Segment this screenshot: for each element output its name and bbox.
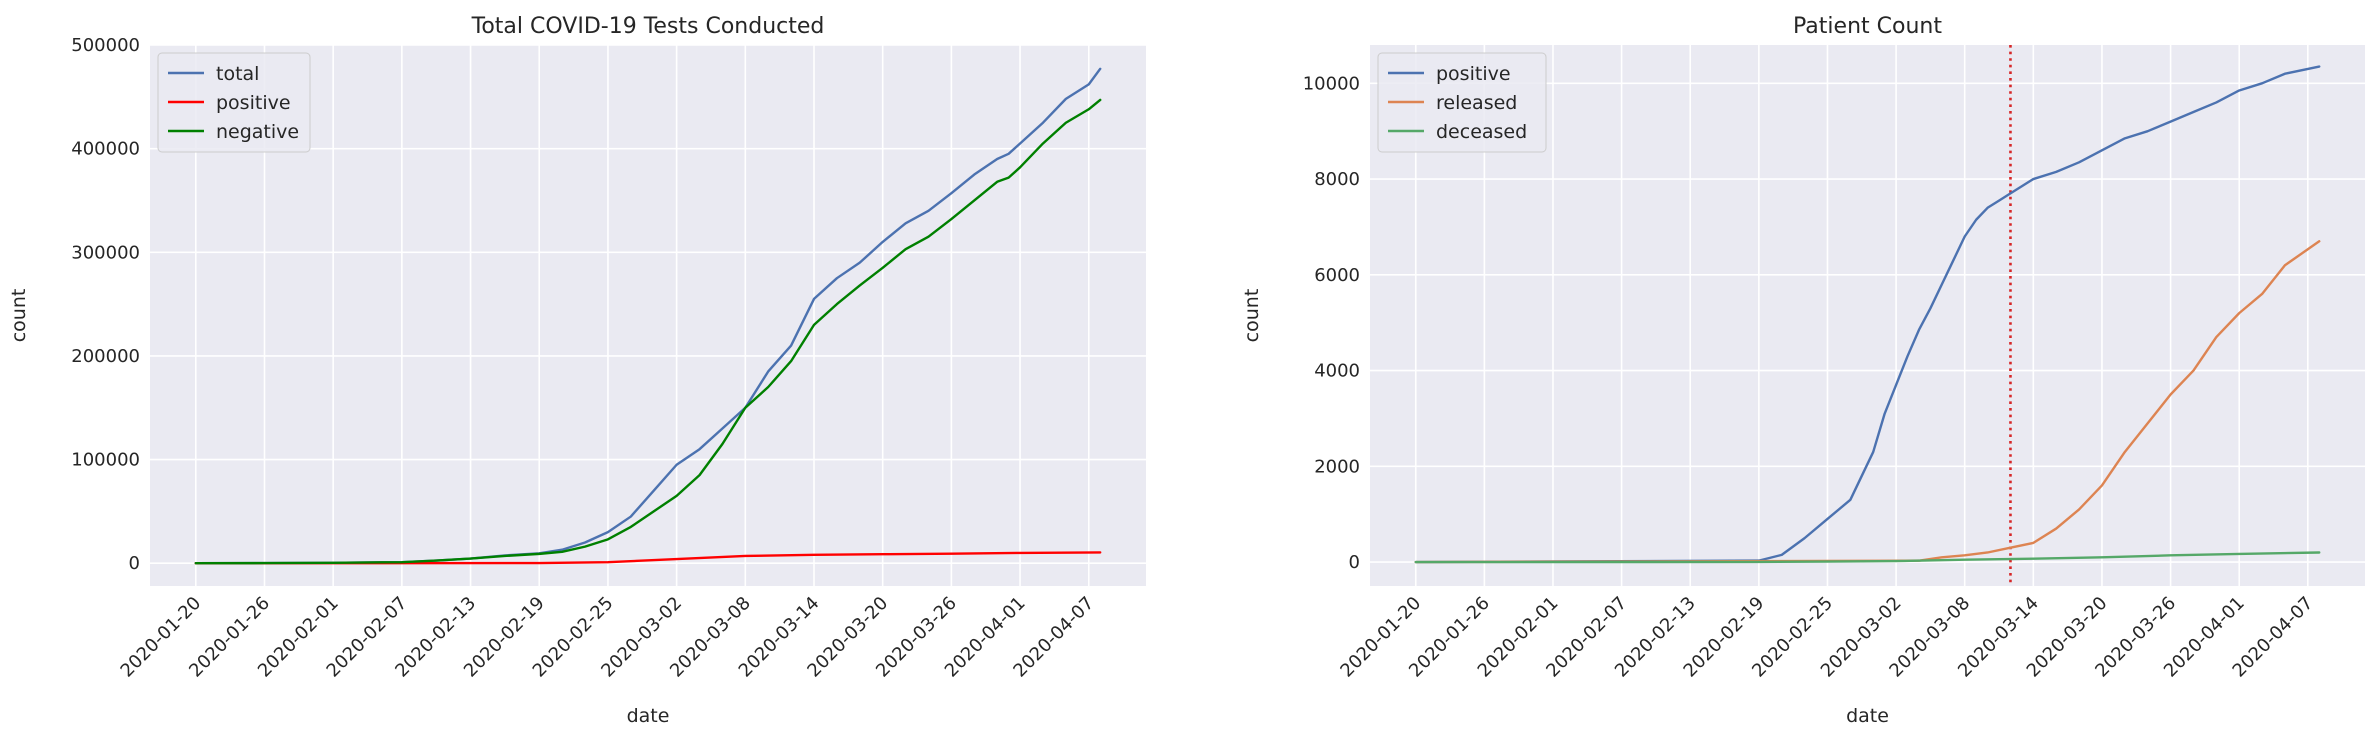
y-tick-label: 2000: [1314, 456, 1360, 477]
y-tick-label: 0: [129, 553, 140, 574]
legend-box: [1377, 52, 1547, 153]
series-line-released: [1414, 240, 2321, 564]
y-tick-label: 6000: [1314, 265, 1360, 286]
legend-entry-deceased: deceased: [1436, 121, 1527, 143]
y-tick-label: 500000: [71, 35, 140, 56]
y-tick-label: 300000: [71, 242, 140, 263]
x-axis-label: date: [627, 705, 670, 727]
chart-title: Total COVID-19 Tests Conducted: [471, 14, 825, 39]
series-line-positive: [194, 551, 1102, 565]
legend: positive released deceased: [1377, 52, 1547, 153]
chart-panel-1: 01000002000003000004000005000002020-01-2…: [8, 14, 1146, 727]
legend: total positive negative: [157, 52, 311, 153]
y-tick-label: 8000: [1314, 169, 1360, 190]
y-tick-label: 200000: [71, 346, 140, 367]
y-axis-label: count: [8, 289, 30, 343]
legend-entry-total: total: [216, 63, 259, 85]
chart-panel-2: 02000400060008000100002020-01-202020-01-…: [1241, 14, 2365, 727]
y-tick-label: 10000: [1303, 73, 1360, 94]
legend-box: [157, 52, 311, 153]
chart-title: Patient Count: [1793, 14, 1942, 39]
legend-entry-positive: positive: [216, 92, 291, 114]
y-tick-label: 400000: [71, 139, 140, 160]
legend-entry-released: released: [1436, 92, 1517, 114]
legend-entry-positive: positive: [1436, 63, 1511, 85]
x-axis-label: date: [1846, 705, 1889, 727]
series-line-deceased: [1414, 551, 2321, 564]
y-tick-label: 4000: [1314, 361, 1360, 382]
y-axis-label: count: [1241, 289, 1263, 343]
legend-entry-negative: negative: [216, 121, 299, 143]
y-tick-label: 0: [1349, 552, 1360, 573]
series-line-negative: [194, 98, 1102, 565]
series-line-positive: [1414, 65, 2321, 564]
y-tick-label: 100000: [71, 450, 140, 471]
